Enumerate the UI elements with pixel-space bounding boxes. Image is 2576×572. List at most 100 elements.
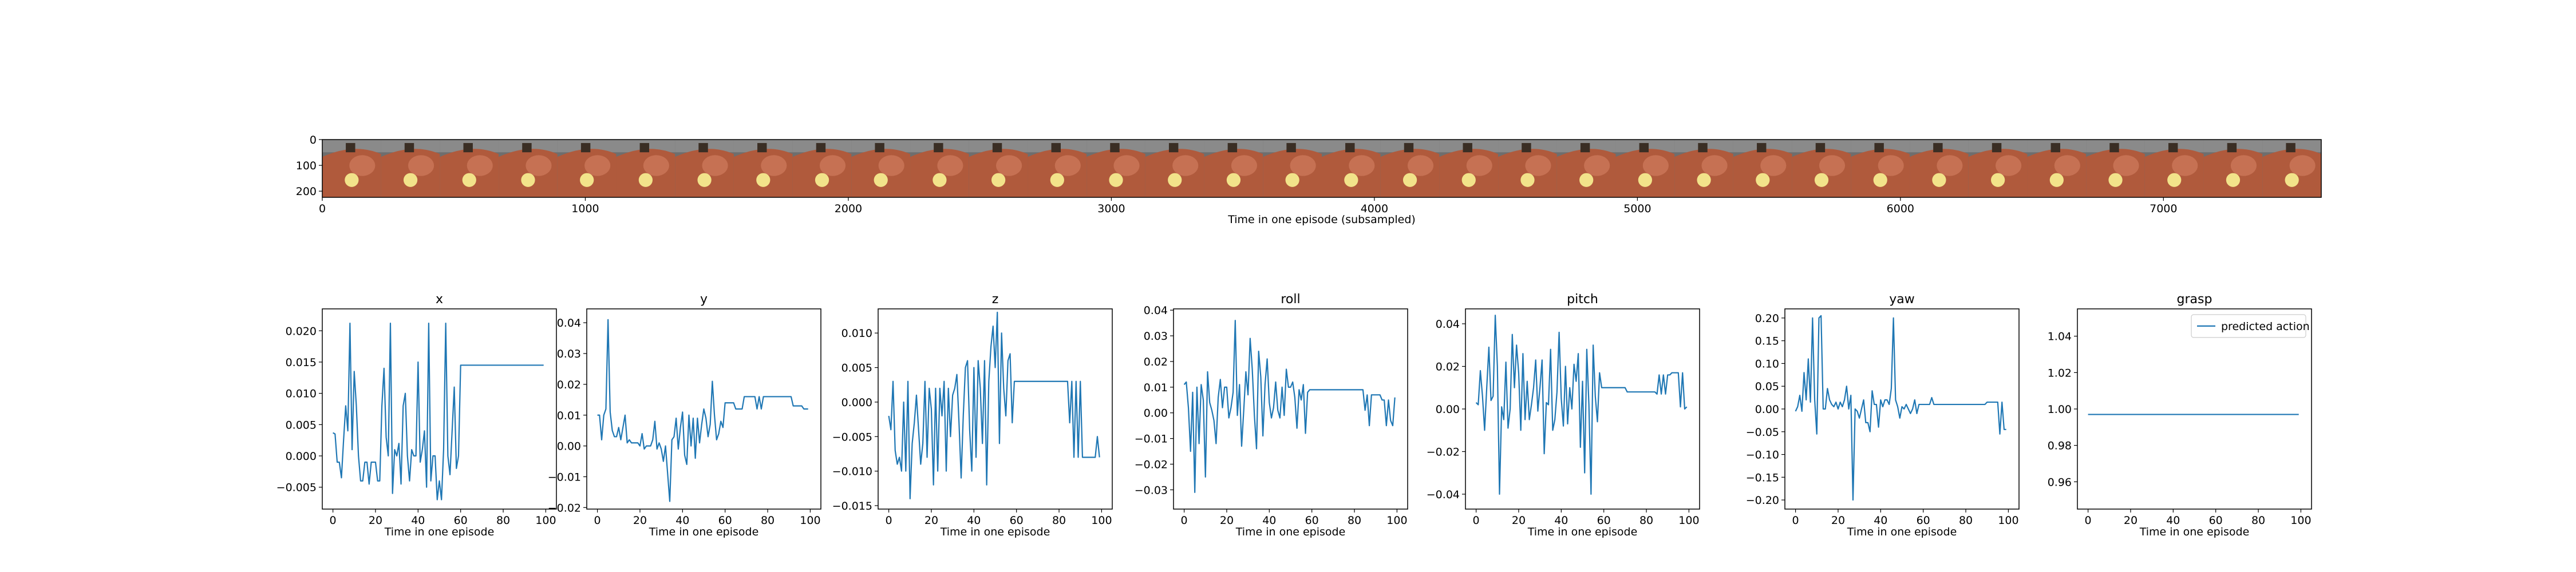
x-tick-label: 60 (2209, 514, 2223, 527)
episode-frame (2144, 140, 2204, 197)
series-line (333, 323, 544, 500)
episode-frame (792, 140, 852, 197)
panel-grasp: 0 20 40 60 80 100 0.96 0.98 1.00 1.02 1.04 grasp Tim… (2048, 292, 2312, 538)
y-tick-label: 0.010 (286, 388, 317, 400)
strip-y-tick-label: 200 (296, 185, 317, 198)
series-line (888, 311, 1100, 499)
x-tick-label: 40 (967, 514, 981, 527)
y-tick-label: 0.98 (2048, 440, 2072, 452)
strip-x-tick-label: 3000 (1097, 202, 1125, 215)
y-tick-label: −0.20 (1746, 494, 1779, 507)
panel-yaw: 0 20 40 60 80 100 −0.20 −0.15 −0.10 −0.05 0.00 0.05… (1746, 292, 2020, 538)
panel-pitch: 0 20 40 60 80 100 −0.04 −0.02 0.00 0.02 0.04 pitch T… (1427, 292, 1700, 538)
y-tick-label: −0.04 (1427, 488, 1460, 501)
x-axis-label: Time in one episode (1847, 526, 1957, 538)
x-tick-label: 40 (1262, 514, 1276, 527)
episode-frame (1968, 140, 2028, 197)
episode-frame (1851, 140, 1910, 197)
panel-roll: 0 20 40 60 80 100 −0.03 −0.02 −0.01 0.00 0.01 0.02 0… (1135, 292, 1408, 538)
y-tick-label: 0.96 (2048, 476, 2072, 488)
y-tick-label: 0.04 (1144, 304, 1168, 317)
x-tick-label: 100 (535, 514, 556, 527)
y-tick-label: 0.010 (841, 327, 872, 340)
episode-frame (1910, 140, 1969, 197)
y-tick-label: −0.05 (1746, 426, 1779, 439)
legend-entry: predicted action (2221, 320, 2310, 333)
panel-title: x (436, 292, 443, 307)
x-tick-label: 80 (496, 514, 510, 527)
series-line (1475, 315, 1688, 495)
x-tick-label: 80 (1348, 514, 1361, 527)
y-tick-label: 0.05 (1755, 380, 1779, 393)
y-tick-label: 0.000 (286, 450, 317, 463)
episode-frame (1322, 140, 1381, 197)
x-tick-label: 40 (411, 514, 425, 527)
frame-strip-panel: 0 1000 2000 3000 4000 5000 6000 7000 0 100 200 Time… (296, 134, 2322, 226)
y-tick-label: 0.04 (557, 317, 581, 329)
y-tick-label: 0.20 (1755, 312, 1779, 325)
x-tick-label: 60 (1597, 514, 1611, 527)
x-tick-label: 100 (1386, 514, 1407, 527)
y-tick-label: 0.000 (841, 396, 872, 409)
episode-frame (2086, 140, 2146, 197)
strip-x-tick-label: 4000 (1361, 202, 1388, 215)
episode-frame (1792, 140, 1851, 197)
panel-title: y (700, 292, 708, 307)
y-tick-label: 0.015 (286, 356, 317, 369)
x-axis-label: Time in one episode (384, 526, 495, 538)
strip-x-axis-label: Time in one episode (subsampled) (1227, 213, 1416, 226)
y-tick-label: 0.005 (286, 419, 317, 431)
y-tick-label: 0.005 (841, 362, 872, 375)
x-tick-label: 20 (369, 514, 382, 527)
y-tick-label: 1.02 (2048, 367, 2072, 379)
episode-frame (1556, 140, 1617, 197)
strip-x-tick-label: 0 (319, 202, 326, 215)
episode-frame (1615, 140, 1675, 197)
strip-x-tick-label: 6000 (1887, 202, 1914, 215)
x-tick-label: 100 (1998, 514, 2018, 527)
x-tick-label: 60 (454, 514, 468, 527)
episode-frame (1204, 140, 1263, 197)
strip-x-tick-label: 7000 (2150, 202, 2177, 215)
y-tick-label: 0.01 (1144, 382, 1168, 394)
x-tick-label: 0 (1792, 514, 1799, 527)
x-tick-label: 20 (633, 514, 647, 527)
x-tick-label: 20 (1512, 514, 1526, 527)
x-tick-label: 80 (1959, 514, 1973, 527)
x-tick-label: 100 (2290, 514, 2311, 527)
strip-x-tick-label: 1000 (571, 202, 599, 215)
x-tick-label: 80 (1639, 514, 1653, 527)
plot-frame (878, 308, 1113, 510)
plot-frame (586, 308, 821, 510)
panel-z: 0 20 40 60 80 100 −0.015 −0.010 −0.005 0.000 0.005… (832, 292, 1113, 538)
strip-x-tick-label: 5000 (1623, 202, 1651, 215)
x-tick-label: 20 (924, 514, 938, 527)
y-tick-label: 0.00 (557, 440, 581, 453)
y-tick-label: −0.02 (1135, 458, 1168, 471)
x-tick-label: 60 (1917, 514, 1930, 527)
episode-frame (381, 140, 440, 197)
x-tick-label: 40 (1874, 514, 1887, 527)
y-tick-label: 0.01 (557, 410, 581, 422)
x-tick-label: 0 (594, 514, 601, 527)
episode-frame (440, 140, 499, 197)
strip-x-tick-label: 2000 (835, 202, 862, 215)
x-tick-label: 0 (330, 514, 337, 527)
x-axis-label: Time in one episode (1527, 526, 1638, 538)
episode-frame (675, 140, 734, 197)
panel-title: grasp (2177, 292, 2212, 307)
series-line (1183, 320, 1396, 493)
panel-x: 0 20 40 60 80 100 −0.005 0.000 0.005 0.010 0.015 0.… (276, 292, 557, 538)
panel-title: yaw (1889, 292, 1915, 307)
panel-title: pitch (1567, 292, 1598, 307)
y-tick-label: 0.02 (1436, 361, 1460, 374)
x-tick-label: 0 (2085, 514, 2092, 527)
episode-frame (1028, 140, 1087, 197)
episode-frame (616, 140, 675, 197)
x-axis-label: Time in one episode (2139, 526, 2250, 538)
y-tick-label: −0.02 (1427, 446, 1460, 458)
y-tick-label: −0.010 (832, 466, 872, 478)
panel-title: roll (1281, 292, 1300, 307)
strip-y-tick-label: 100 (296, 160, 317, 172)
y-tick-label: −0.03 (1135, 484, 1168, 496)
